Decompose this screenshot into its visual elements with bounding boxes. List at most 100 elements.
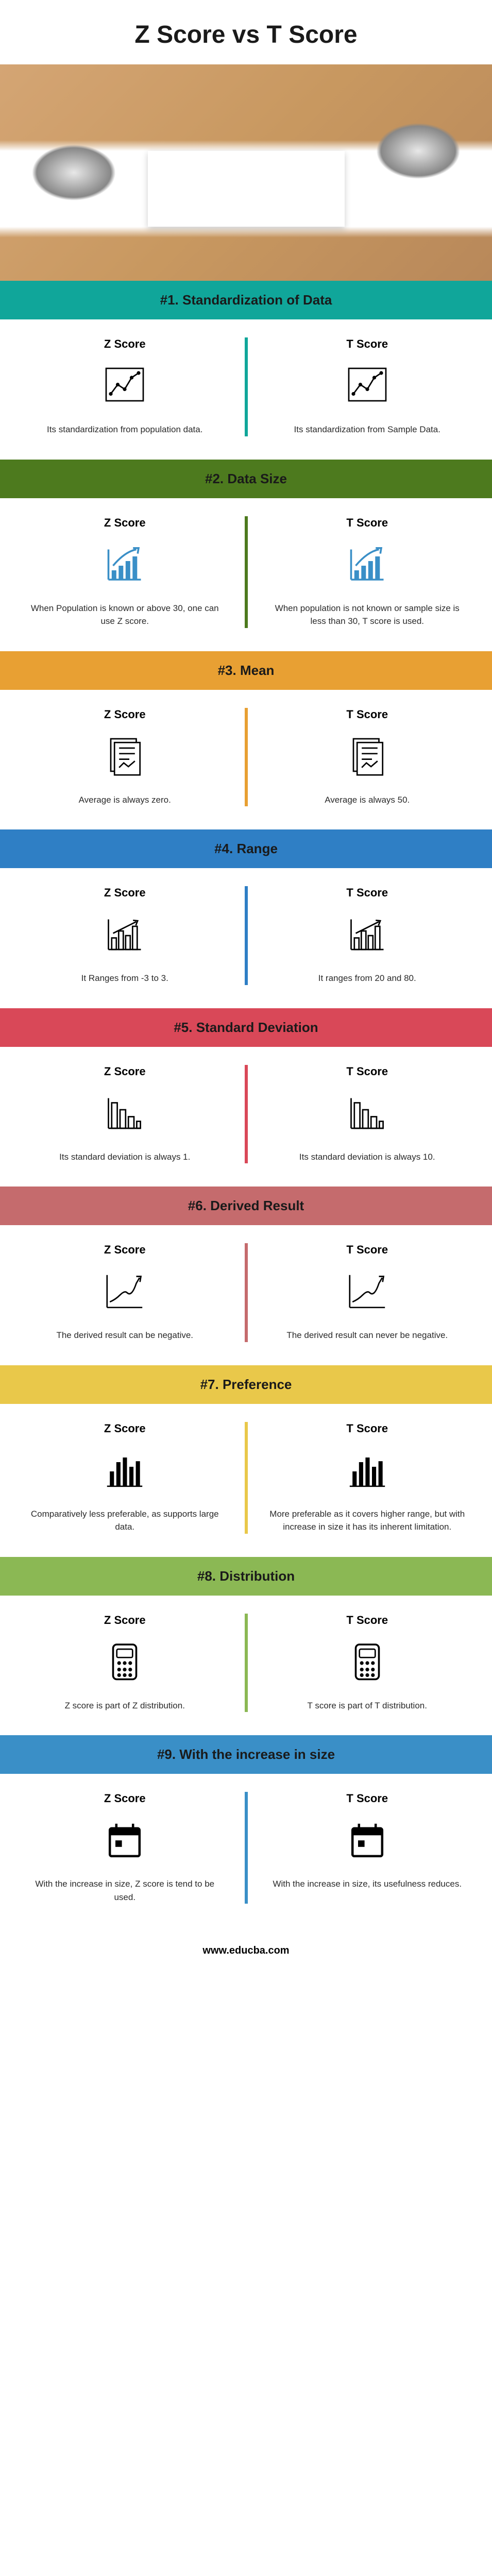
bars-mixed-icon	[344, 1448, 391, 1495]
growth-chart-icon	[101, 543, 148, 589]
z-score-column: Z Score Its standardization from populat…	[15, 337, 234, 436]
t-score-label: T Score	[346, 1422, 388, 1435]
t-score-text: The derived result can never be negative…	[286, 1329, 448, 1342]
bars-desc-icon	[344, 1091, 391, 1138]
t-score-label: T Score	[346, 1614, 388, 1627]
z-score-label: Z Score	[104, 1792, 146, 1805]
t-score-label: T Score	[346, 337, 388, 351]
t-score-column: T Score Average is always 50.	[258, 708, 477, 807]
t-score-column: T Score T score is part of T distributio…	[258, 1614, 477, 1713]
t-score-column: T Score Its standardization from Sample …	[258, 337, 477, 436]
t-score-column: T Score The derived result can never be …	[258, 1243, 477, 1342]
comparison-row: Z Score Its standardization from populat…	[0, 319, 492, 460]
footer-url: www.educba.com	[0, 1927, 492, 1975]
t-score-text: Its standardization from Sample Data.	[294, 423, 440, 436]
t-score-label: T Score	[346, 516, 388, 530]
line-chart-icon	[101, 364, 148, 410]
line-chart-icon	[344, 364, 391, 410]
divider	[245, 337, 248, 436]
growth-chart-icon	[344, 543, 391, 589]
t-score-column: T Score Its standard deviation is always…	[258, 1065, 477, 1164]
t-score-text: Average is always 50.	[325, 793, 410, 807]
divider	[245, 708, 248, 807]
section-header: #7. Preference	[0, 1365, 492, 1404]
z-score-column: Z Score When Population is known or abov…	[15, 516, 234, 628]
z-score-label: Z Score	[104, 708, 146, 721]
z-score-column: Z Score Its standard deviation is always…	[15, 1065, 234, 1164]
t-score-column: T Score It ranges from 20 and 80.	[258, 886, 477, 985]
t-score-label: T Score	[346, 708, 388, 721]
z-score-text: Z score is part of Z distribution.	[65, 1699, 185, 1713]
z-score-column: Z Score With the increase in size, Z sco…	[15, 1792, 234, 1904]
z-score-column: Z Score The derived result can be negati…	[15, 1243, 234, 1342]
t-score-column: T Score When population is not known or …	[258, 516, 477, 628]
z-score-column: Z Score Average is always zero.	[15, 708, 234, 807]
t-score-text: It ranges from 20 and 80.	[318, 972, 416, 985]
section-header: #4. Range	[0, 829, 492, 868]
calculator-icon	[101, 1640, 148, 1686]
t-score-label: T Score	[346, 886, 388, 900]
divider	[245, 886, 248, 985]
comparison-row: Z Score Average is always zero. T Score …	[0, 690, 492, 830]
t-score-column: T Score With the increase in size, its u…	[258, 1792, 477, 1904]
z-score-text: When Population is known or above 30, on…	[27, 602, 223, 628]
t-score-text: With the increase in size, its usefulnes…	[273, 1877, 462, 1891]
calendar-icon	[101, 1818, 148, 1865]
section-header: #9. With the increase in size	[0, 1735, 492, 1774]
comparison-row: Z Score Z score is part of Z distributio…	[0, 1596, 492, 1736]
z-score-text: With the increase in size, Z score is te…	[27, 1877, 223, 1904]
hero-image	[0, 64, 492, 281]
divider	[245, 1065, 248, 1164]
z-score-text: It Ranges from -3 to 3.	[81, 972, 168, 985]
t-score-label: T Score	[346, 1065, 388, 1078]
t-score-text: T score is part of T distribution.	[308, 1699, 427, 1713]
t-score-column: T Score More preferable as it covers hig…	[258, 1422, 477, 1534]
t-score-text: Its standard deviation is always 10.	[299, 1150, 435, 1164]
divider	[245, 1614, 248, 1713]
bar-arrow-icon	[101, 912, 148, 959]
z-score-label: Z Score	[104, 337, 146, 351]
t-score-text: When population is not known or sample s…	[269, 602, 465, 628]
z-score-text: The derived result can be negative.	[56, 1329, 193, 1342]
divider	[245, 1422, 248, 1534]
z-score-label: Z Score	[104, 1614, 146, 1627]
z-score-label: Z Score	[104, 1422, 146, 1435]
t-score-label: T Score	[346, 1792, 388, 1805]
section-header: #2. Data Size	[0, 460, 492, 498]
z-score-label: Z Score	[104, 516, 146, 530]
bars-mixed-icon	[101, 1448, 148, 1495]
bars-desc-icon	[101, 1091, 148, 1138]
title-section: Z Score vs T Score	[0, 0, 492, 64]
t-score-text: More preferable as it covers higher rang…	[269, 1507, 465, 1534]
z-score-label: Z Score	[104, 1065, 146, 1078]
t-score-label: T Score	[346, 1243, 388, 1257]
comparison-row: Z Score Comparatively less preferable, a…	[0, 1404, 492, 1557]
comparison-row: Z Score When Population is known or abov…	[0, 498, 492, 651]
document-icon	[101, 734, 148, 781]
z-score-column: Z Score It Ranges from -3 to 3.	[15, 886, 234, 985]
z-score-label: Z Score	[104, 886, 146, 900]
comparison-row: Z Score The derived result can be negati…	[0, 1225, 492, 1365]
section-header: #3. Mean	[0, 651, 492, 690]
section-header: #1. Standardization of Data	[0, 281, 492, 319]
comparison-row: Z Score Its standard deviation is always…	[0, 1047, 492, 1187]
section-header: #8. Distribution	[0, 1557, 492, 1596]
divider	[245, 1243, 248, 1342]
z-score-text: Comparatively less preferable, as suppor…	[27, 1507, 223, 1534]
comparison-row: Z Score It Ranges from -3 to 3. T Score …	[0, 868, 492, 1008]
comparison-row: Z Score With the increase in size, Z sco…	[0, 1774, 492, 1927]
trend-icon	[101, 1269, 148, 1316]
trend-icon	[344, 1269, 391, 1316]
z-score-label: Z Score	[104, 1243, 146, 1257]
document-icon	[344, 734, 391, 781]
divider	[245, 516, 248, 628]
z-score-text: Its standardization from population data…	[47, 423, 202, 436]
section-header: #6. Derived Result	[0, 1187, 492, 1225]
main-title: Z Score vs T Score	[10, 21, 482, 49]
calendar-icon	[344, 1818, 391, 1865]
bar-arrow-icon	[344, 912, 391, 959]
z-score-text: Average is always zero.	[79, 793, 171, 807]
infographic-container: Z Score vs T Score #1. Standardization o…	[0, 0, 492, 1975]
section-header: #5. Standard Deviation	[0, 1008, 492, 1047]
divider	[245, 1792, 248, 1904]
